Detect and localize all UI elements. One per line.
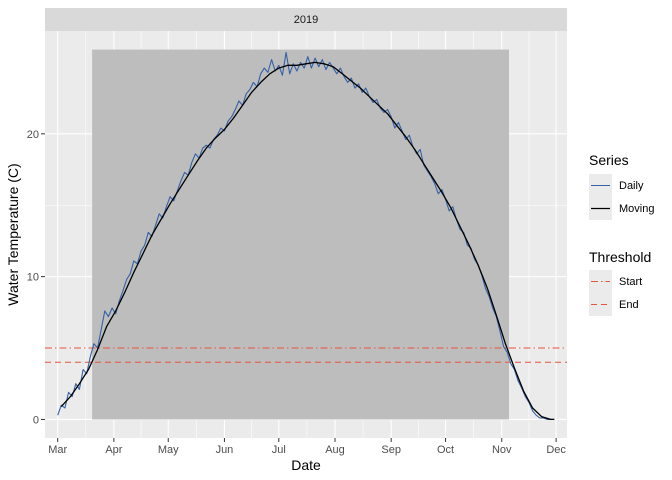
x-tick-label: Jul	[272, 444, 286, 456]
facet-strip-background	[45, 8, 567, 31]
shaded-period-rect	[92, 49, 509, 420]
y-tick-label: 0	[33, 414, 39, 426]
threshold-lines	[45, 347, 567, 363]
legend-label-start: Start	[619, 276, 642, 288]
y-axis-title: Water Temperature (C)	[5, 163, 21, 305]
facet-strip-label: 2019	[294, 14, 318, 26]
legend-label-moving: Moving	[619, 203, 654, 215]
x-tick-label: Oct	[437, 444, 454, 456]
y-axis: 0 10 20	[27, 129, 45, 426]
threshold-legend: Threshold Start End	[589, 249, 651, 316]
x-axis: Mar Apr May Jun Jul Aug Sep Oct Nov Dec	[48, 438, 566, 456]
series-legend-title: Series	[589, 152, 629, 168]
legend-key-start-bg	[589, 270, 612, 293]
x-tick-label: Nov	[492, 444, 512, 456]
series-line-moving	[60, 61, 555, 421]
y-tick-label: 10	[27, 272, 39, 284]
legend-label-daily: Daily	[619, 180, 644, 192]
legend-key-end-bg	[589, 293, 612, 316]
x-tick-label: May	[158, 444, 179, 456]
x-tick-label: Jun	[216, 444, 234, 456]
y-tick-label: 20	[27, 129, 39, 141]
x-tick-label: Aug	[325, 444, 345, 456]
x-tick-label: Mar	[48, 444, 67, 456]
x-tick-label: Dec	[546, 444, 566, 456]
x-axis-title: Date	[291, 457, 321, 473]
series-legend: Series Daily Moving	[589, 152, 654, 220]
x-tick-label: Apr	[105, 444, 122, 456]
threshold-legend-title: Threshold	[589, 249, 651, 265]
series-lines	[57, 51, 555, 421]
x-tick-label: Sep	[381, 444, 401, 456]
legend-label-end: End	[619, 299, 639, 311]
